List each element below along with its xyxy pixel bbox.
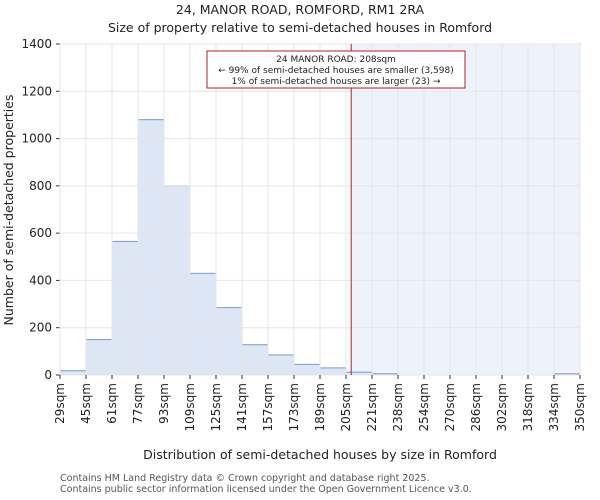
x-tick-label: 173sqm [287, 383, 301, 431]
y-axis: 0 200 400 600 800 1000 1200 1400 [21, 37, 581, 382]
x-tick-label: 334sqm [547, 383, 561, 431]
y-tick-label: 600 [29, 226, 52, 240]
annotation-smaller: ← 99% of semi-detached houses are smalle… [218, 66, 454, 76]
y-tick-label: 200 [29, 321, 52, 335]
bar-109sqm [189, 272, 217, 376]
x-tick-label: 221sqm [365, 383, 379, 431]
x-tick-label: 254sqm [417, 383, 431, 431]
bar-173sqm [293, 363, 321, 376]
y-tick-label: 400 [29, 273, 52, 287]
bar-29sqm [59, 370, 87, 376]
annotation-box [206, 50, 466, 89]
x-tick-label: 93sqm [157, 383, 171, 424]
x-tick-label: 302sqm [495, 383, 509, 431]
x-tick-label: 77sqm [131, 383, 145, 424]
y-tick-label: 800 [29, 179, 52, 193]
x-tick-label: 45sqm [79, 383, 93, 424]
x-tick-label: 29sqm [53, 383, 67, 424]
x-tick-label: 61sqm [105, 383, 119, 424]
x-tick-label: 109sqm [183, 383, 197, 431]
y-tick-label: 1400 [21, 37, 52, 51]
x-axis-label: Distribution of semi-detached houses by … [143, 447, 497, 462]
x-tick-label: 205sqm [339, 383, 353, 431]
bar-77sqm [137, 119, 165, 376]
x-tick-label: 318sqm [521, 383, 535, 431]
bar-45sqm [85, 339, 113, 376]
footer-line-1: Contains HM Land Registry data © Crown c… [60, 473, 430, 484]
footer: Contains HM Land Registry data © Crown c… [60, 473, 472, 495]
x-tick-label: 125sqm [209, 383, 223, 431]
y-tick-label: 1000 [21, 132, 52, 146]
x-tick-label: 189sqm [313, 383, 327, 431]
annotation-larger: 1% of semi-detached houses are larger (2… [232, 77, 441, 87]
chart-title: 24, MANOR ROAD, ROMFORD, RM1 2RA [176, 2, 425, 17]
chart-subtitle: Size of property relative to semi-detach… [108, 20, 492, 35]
bar-141sqm [241, 344, 269, 376]
y-tick-label: 0 [44, 368, 52, 382]
larger-region-shade [351, 44, 580, 375]
bar-61sqm [111, 240, 139, 376]
bar-189sqm [319, 367, 347, 376]
annotation-label: 24 MANOR ROAD: 208sqm [276, 55, 396, 65]
bar-157sqm [267, 354, 295, 376]
x-tick-label: 141sqm [235, 383, 249, 431]
x-tick-label: 270sqm [443, 383, 457, 431]
y-tick-label: 1200 [21, 84, 52, 98]
x-tick-label: 157sqm [261, 383, 275, 431]
x-tick-label: 286sqm [469, 383, 483, 431]
x-tick-label: 350sqm [573, 383, 587, 431]
bar-125sqm [215, 307, 243, 376]
y-axis-label: Number of semi-detached properties [1, 95, 16, 326]
x-tick-label: 238sqm [391, 383, 405, 431]
x-axis: 29sqm 45sqm 61sqm 77sqm 93sqm 109sqm 125sqm 141… [53, 375, 587, 431]
footer-line-2: Contains public sector information licen… [60, 484, 472, 495]
